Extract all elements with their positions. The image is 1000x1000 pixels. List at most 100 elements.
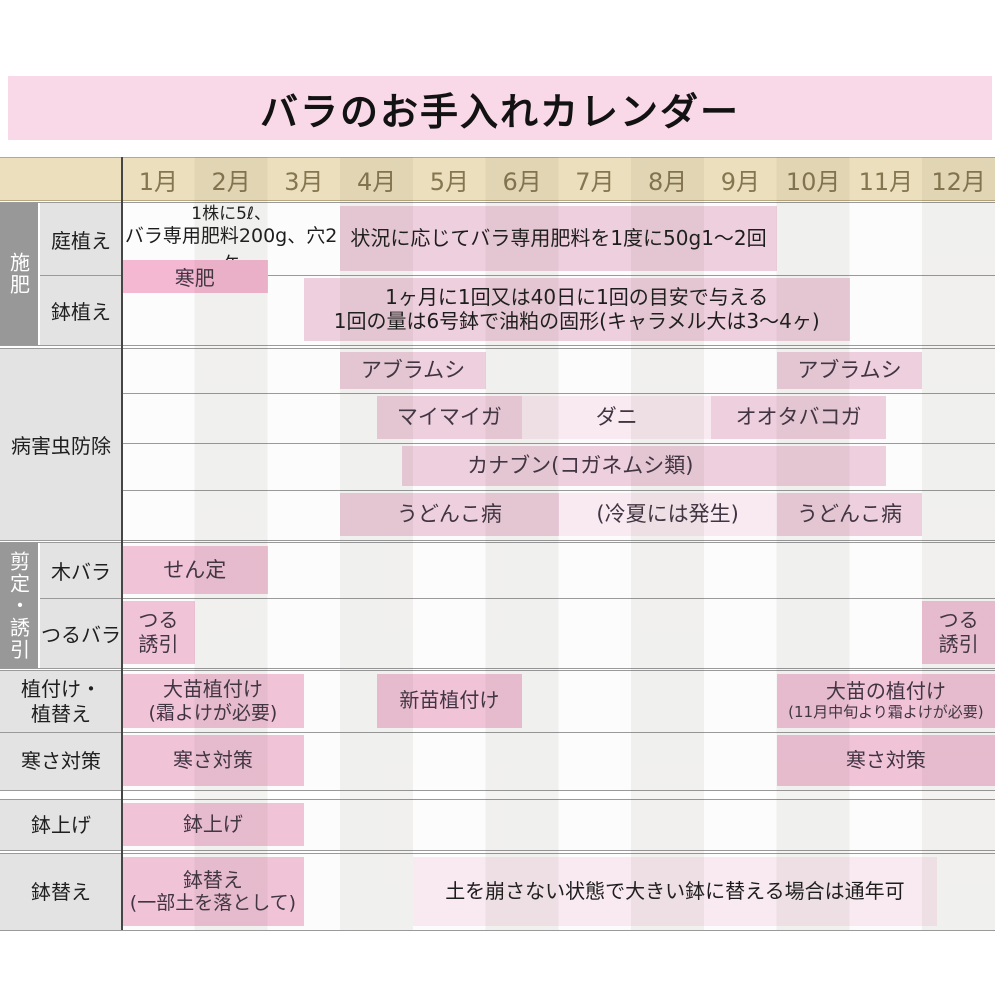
bar-label: アブラムシ: [360, 358, 466, 383]
bar-label: 大苗植付け: [162, 677, 263, 701]
row-label-cell: 庭植え: [40, 203, 122, 275]
row-label-cell: 鉢替え: [0, 854, 122, 930]
section-border-line: [0, 540, 995, 541]
bar-label: (一部土を落として): [129, 892, 297, 915]
bar-label: (霜よけが必要): [148, 701, 278, 724]
month-header-cell: 5月: [429, 167, 470, 196]
maimaiga-bar: マイマイガ: [376, 396, 523, 439]
bar-label: 寒さ対策: [172, 747, 253, 772]
bar-label: 1ヶ月に1回又は40日に1回の目安で与える: [385, 284, 769, 309]
row-label-cell: 植付け・ 植替え: [0, 671, 122, 732]
bar-label: 新苗植付け: [399, 688, 500, 713]
bar-label: 鉢上げ: [182, 811, 243, 836]
month-header-cell: 12月: [931, 167, 986, 196]
udonko-autumn-bar: うどんこ病: [776, 493, 923, 536]
section-border-line: [0, 202, 995, 203]
kanabun-bar: カナブン(コガネムシ類): [402, 446, 886, 486]
row-label-cell: 寒さ対策: [0, 732, 122, 790]
aburamushi-autumn-bar: アブラムシ: [776, 352, 923, 389]
bar-label: うどんこ病: [797, 502, 902, 527]
row-label-line: 鉢替え: [31, 879, 91, 904]
section-border-line: [0, 850, 995, 851]
month-header-cell: 7月: [575, 167, 615, 196]
section-border-line: [0, 799, 995, 800]
bar-label: マイマイガ: [396, 405, 502, 430]
bar-label: ダニ: [595, 405, 638, 430]
month-header-row: 1月 2月 3月 4月 5月 6月 7月 8月 9月 10月 11月 12月: [0, 157, 995, 201]
section-border-line: [0, 348, 995, 349]
samusa-taisaku-autumn-bar: 寒さ対策: [776, 735, 995, 786]
page-title: バラのお手入れカレンダー: [8, 76, 992, 140]
row-separator-line: [40, 275, 995, 276]
month-header-cell: 4月: [356, 167, 397, 196]
bar-label: うどんこ病: [396, 502, 502, 527]
row-label-cell: つるバラ: [40, 598, 122, 668]
month-header-cell: 3月: [284, 167, 324, 196]
tsuru-yuin-jan-bar: つる 誘引: [122, 601, 195, 664]
bar-label: 誘引: [938, 631, 979, 656]
bar-label: カナブン(コガネムシ類): [467, 453, 694, 478]
ootabakoga-bar: オオタバコガ: [711, 396, 886, 439]
row-label-line: 植替え: [31, 701, 91, 726]
row-label-cell: 鉢上げ: [0, 800, 122, 850]
tsuru-yuin-dec-bar: つる 誘引: [922, 601, 995, 664]
note-line: 1株に5ℓ、: [191, 204, 271, 224]
section-border-line: [0, 930, 995, 931]
row-label-cell: 木バラ: [40, 543, 122, 598]
row-separator-line: [122, 443, 995, 444]
row-track: [122, 598, 995, 668]
dani-bar: ダニ: [522, 396, 712, 439]
hachiue-fertilizer-bar: 1ヶ月に1回又は40日に1回の目安で与える 1回の量は6号鉢で油粕の固形(キャラメ…: [303, 278, 850, 341]
section-label-cell: 病害虫防除: [0, 349, 122, 540]
aburamushi-spring-bar: アブラムシ: [340, 352, 486, 389]
samusa-taisaku-winter-bar: 寒さ対策: [122, 735, 304, 786]
bar-label: (11月中旬より霜よけが必要): [788, 702, 984, 721]
section-border-line: [0, 668, 995, 669]
section-border-line: [0, 790, 995, 791]
row-label-line: 鉢上げ: [31, 812, 91, 837]
oonae-autumn-uetsuke-bar: 大苗の植付け (11月中旬より霜よけが必要): [776, 674, 995, 728]
group-label-cell: 剪定・誘引: [0, 543, 38, 668]
row-separator-line: [40, 598, 995, 599]
niwaue-note: 1株に5ℓ、バラ専用肥料200g、穴2ヶ: [122, 204, 340, 273]
udonko-spring-bar: うどんこ病: [340, 493, 559, 536]
row-separator-line: [0, 732, 995, 733]
section-border-line: [0, 853, 995, 854]
row-label-line: 寒さ対策: [21, 748, 101, 773]
oonae-uetsuke-bar: 大苗植付け (霜よけが必要): [122, 674, 304, 728]
bar-label: 大苗の植付け: [825, 679, 946, 704]
group-label-cell: 施肥: [0, 203, 38, 345]
hachigae-anytime-bar: 土を崩さない状態で大きい鉢に替える場合は通年可: [413, 857, 937, 926]
bar-label: つる: [138, 607, 179, 632]
row-label-line: 植付け・: [21, 676, 101, 701]
month-header-cell: 6月: [502, 167, 542, 196]
row-track: [122, 543, 995, 598]
hachigae-bar: 鉢替え (一部土を落として): [122, 857, 304, 926]
bar-label: オオタバコガ: [735, 405, 862, 430]
sentei-bar: せん定: [122, 546, 268, 594]
month-header-cell: 2月: [211, 167, 251, 196]
shinnae-uetsuke-bar: 新苗植付け: [376, 674, 523, 728]
bar-label: 状況に応じてバラ専用肥料を1度に50g1〜2回: [350, 225, 767, 250]
section-border-line: [0, 542, 995, 543]
bar-label: 土を崩さない状態で大きい鉢に替える場合は通年可: [445, 878, 905, 903]
bar-label: つる: [938, 607, 979, 632]
bar-label: せん定: [163, 557, 227, 582]
bar-label: アブラムシ: [797, 358, 902, 383]
bar-label: 寒さ対策: [845, 747, 926, 772]
kanpi-bar: 寒肥: [122, 260, 268, 293]
month-header-cell: 8月: [647, 167, 688, 196]
month-header-cell: 11月: [858, 167, 914, 196]
niwaue-fertilizer-bar: 状況に応じてバラ専用肥料を1度に50g1〜2回: [340, 206, 777, 271]
row-separator-line: [122, 393, 995, 394]
axis-divider-line: [121, 157, 123, 930]
bar-label: 1回の量は6号鉢で油粕の固形(キャラメル大は3〜4ヶ): [333, 308, 820, 333]
month-header-cell: 9月: [720, 167, 761, 196]
bar-label: (冷夏には発生): [596, 502, 739, 527]
row-label-cell: 鉢植え: [40, 275, 122, 345]
bar-label: 誘引: [138, 631, 179, 656]
month-header-cell: 1月: [138, 167, 179, 196]
hachiage-bar: 鉢上げ: [122, 803, 304, 846]
section-border-line: [0, 670, 995, 671]
